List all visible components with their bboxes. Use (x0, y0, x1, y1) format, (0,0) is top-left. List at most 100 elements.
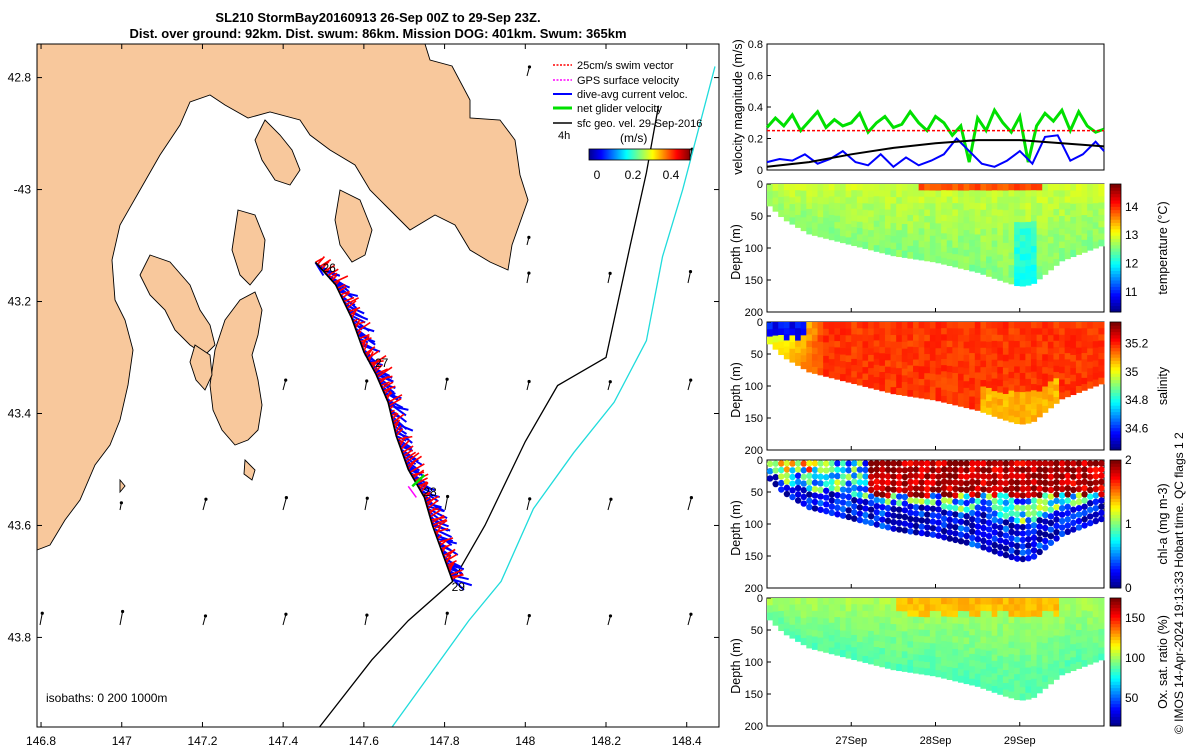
chla-cell-181 (890, 473, 897, 480)
salinity-cell-75 (828, 352, 835, 360)
temperature-cell-518 (1030, 208, 1038, 216)
chla-cell-526 (1030, 534, 1038, 542)
salinity-cell-526 (1030, 396, 1038, 404)
oxygen-cell-555 (1042, 662, 1049, 670)
salinity-colorbar-segment-30 (1110, 350, 1121, 355)
salinity-colorbar-tick-0: 34.6 (1125, 422, 1149, 436)
oxygen-cell-128 (862, 610, 869, 618)
oxygen-cell-193 (896, 617, 903, 625)
temperature-cell-332 (957, 242, 965, 250)
geo-arrowhead-8 (365, 379, 369, 383)
temperature-cell-362 (969, 264, 976, 272)
swim-vector-71 (409, 463, 425, 473)
salinity-cell-174 (884, 360, 892, 368)
chla-cell-622 (1075, 473, 1083, 480)
imos-credit: © IMOS 14-Apr-2024 19:13:33 Hobart time.… (1172, 432, 1186, 734)
chla-cell-516 (1030, 472, 1038, 479)
temperature-cell-185 (890, 223, 897, 231)
oxygen-cell-509 (1025, 667, 1032, 675)
oxygen-cell-371 (974, 648, 981, 656)
temperature-cell-609 (1070, 184, 1077, 192)
oxygen-cell-654 (1092, 610, 1099, 618)
temperature-colorbar-segment-28 (1110, 219, 1121, 223)
temperature-cell-112 (851, 220, 858, 228)
salinity-cell-639 (1081, 371, 1088, 379)
chla-cell-409 (991, 485, 998, 492)
chla-cell-80 (834, 466, 841, 473)
salinity-cell-246 (918, 385, 925, 393)
salinity-cell-90 (840, 335, 847, 343)
temperature-cell-377 (980, 184, 987, 191)
oxygen-cell-293 (941, 653, 948, 661)
chla-cell-152 (873, 496, 880, 504)
chla-cell-264 (929, 486, 937, 493)
oxygen-cell-21 (789, 618, 796, 626)
oxygen-cell-92 (840, 624, 847, 632)
salinity-cell-199 (896, 381, 903, 389)
map-axes: 146.8 147 147.2 147.4 147.6 147.8 148 148.2 148.… (8, 44, 719, 748)
chla-cell-630 (1075, 524, 1083, 531)
chla-cell-649 (1087, 506, 1094, 514)
temperature-cell-622 (1075, 196, 1083, 204)
chla-cell-23 (789, 493, 796, 501)
salinity-cell-97 (845, 322, 852, 330)
chla-cell-27 (794, 478, 802, 486)
colorbar-tick-1: 0.2 (625, 168, 642, 182)
temperature-cell-481 (1014, 279, 1021, 287)
chla-colorbar-tick-2: 2 (1125, 453, 1132, 467)
temperature-cell-506 (1025, 234, 1032, 242)
chla-cell-585 (1058, 460, 1066, 467)
temperature-cell-298 (946, 190, 953, 198)
oxygen-cell-631 (1081, 598, 1088, 605)
salinity-cell-7 (778, 322, 785, 330)
swim-vector-49 (386, 390, 392, 400)
salinity-cell-291 (941, 365, 948, 372)
temperature-cell-26 (795, 196, 802, 204)
oxygen-cell-657 (1092, 630, 1099, 637)
temperature-cell-180 (890, 190, 897, 198)
chla-cell-62 (823, 460, 830, 467)
temperature-cell-539 (1036, 240, 1043, 248)
salinity-cell-306 (946, 378, 953, 386)
swim-vector-79 (422, 491, 431, 496)
chla-colorbar-segment-28 (1110, 495, 1121, 499)
chla-cell-596 (1058, 530, 1066, 538)
chla-cell-256 (924, 511, 931, 518)
chla-cell-34 (800, 480, 807, 487)
salinity-cell-543 (1036, 404, 1043, 412)
temperature-cell-576 (1053, 209, 1060, 216)
salinity-cell-224 (913, 322, 920, 329)
chla-cell-101 (845, 487, 852, 494)
swim-vector-56 (392, 413, 405, 424)
salinity-cell-645 (1087, 341, 1094, 349)
salinity-cell-233 (913, 378, 920, 386)
chla-cell-568 (1047, 519, 1055, 527)
temperature-cell-39 (806, 190, 813, 197)
chla-cell-47 (811, 466, 819, 474)
oxygen-cell-442 (1002, 643, 1010, 651)
oxygen-colorbar-segment-19 (1110, 662, 1121, 666)
oxygen-cell-664 (1098, 610, 1105, 618)
salinity-cell-556 (1042, 392, 1049, 400)
chla-cell-86 (834, 504, 841, 512)
chla-cell-598 (1064, 466, 1071, 473)
chla-cell-394 (985, 480, 993, 487)
oxygen-cell-459 (1008, 654, 1015, 661)
temperature-cell-414 (991, 240, 998, 248)
chla-cell-132 (862, 498, 869, 506)
chla-cell-468 (1013, 472, 1021, 480)
oxygen-cell-78 (828, 647, 835, 655)
salinity-cell-551 (1042, 360, 1049, 368)
swim-vector-63 (399, 436, 407, 447)
temperature-cell-355 (969, 221, 976, 228)
temperature-cell-567 (1047, 236, 1054, 244)
temperature-cell-626 (1075, 222, 1083, 230)
oxygen-cell-537 (1036, 642, 1043, 650)
oxygen-cell-40 (806, 610, 813, 618)
oxygen-cell-567 (1047, 650, 1054, 658)
temperature-cell-11 (778, 210, 785, 218)
oxygen-cell-137 (868, 604, 875, 612)
oxygen-cell-263 (929, 617, 936, 625)
salinity-cell-415 (991, 384, 998, 392)
salinity-cell-176 (884, 373, 892, 380)
